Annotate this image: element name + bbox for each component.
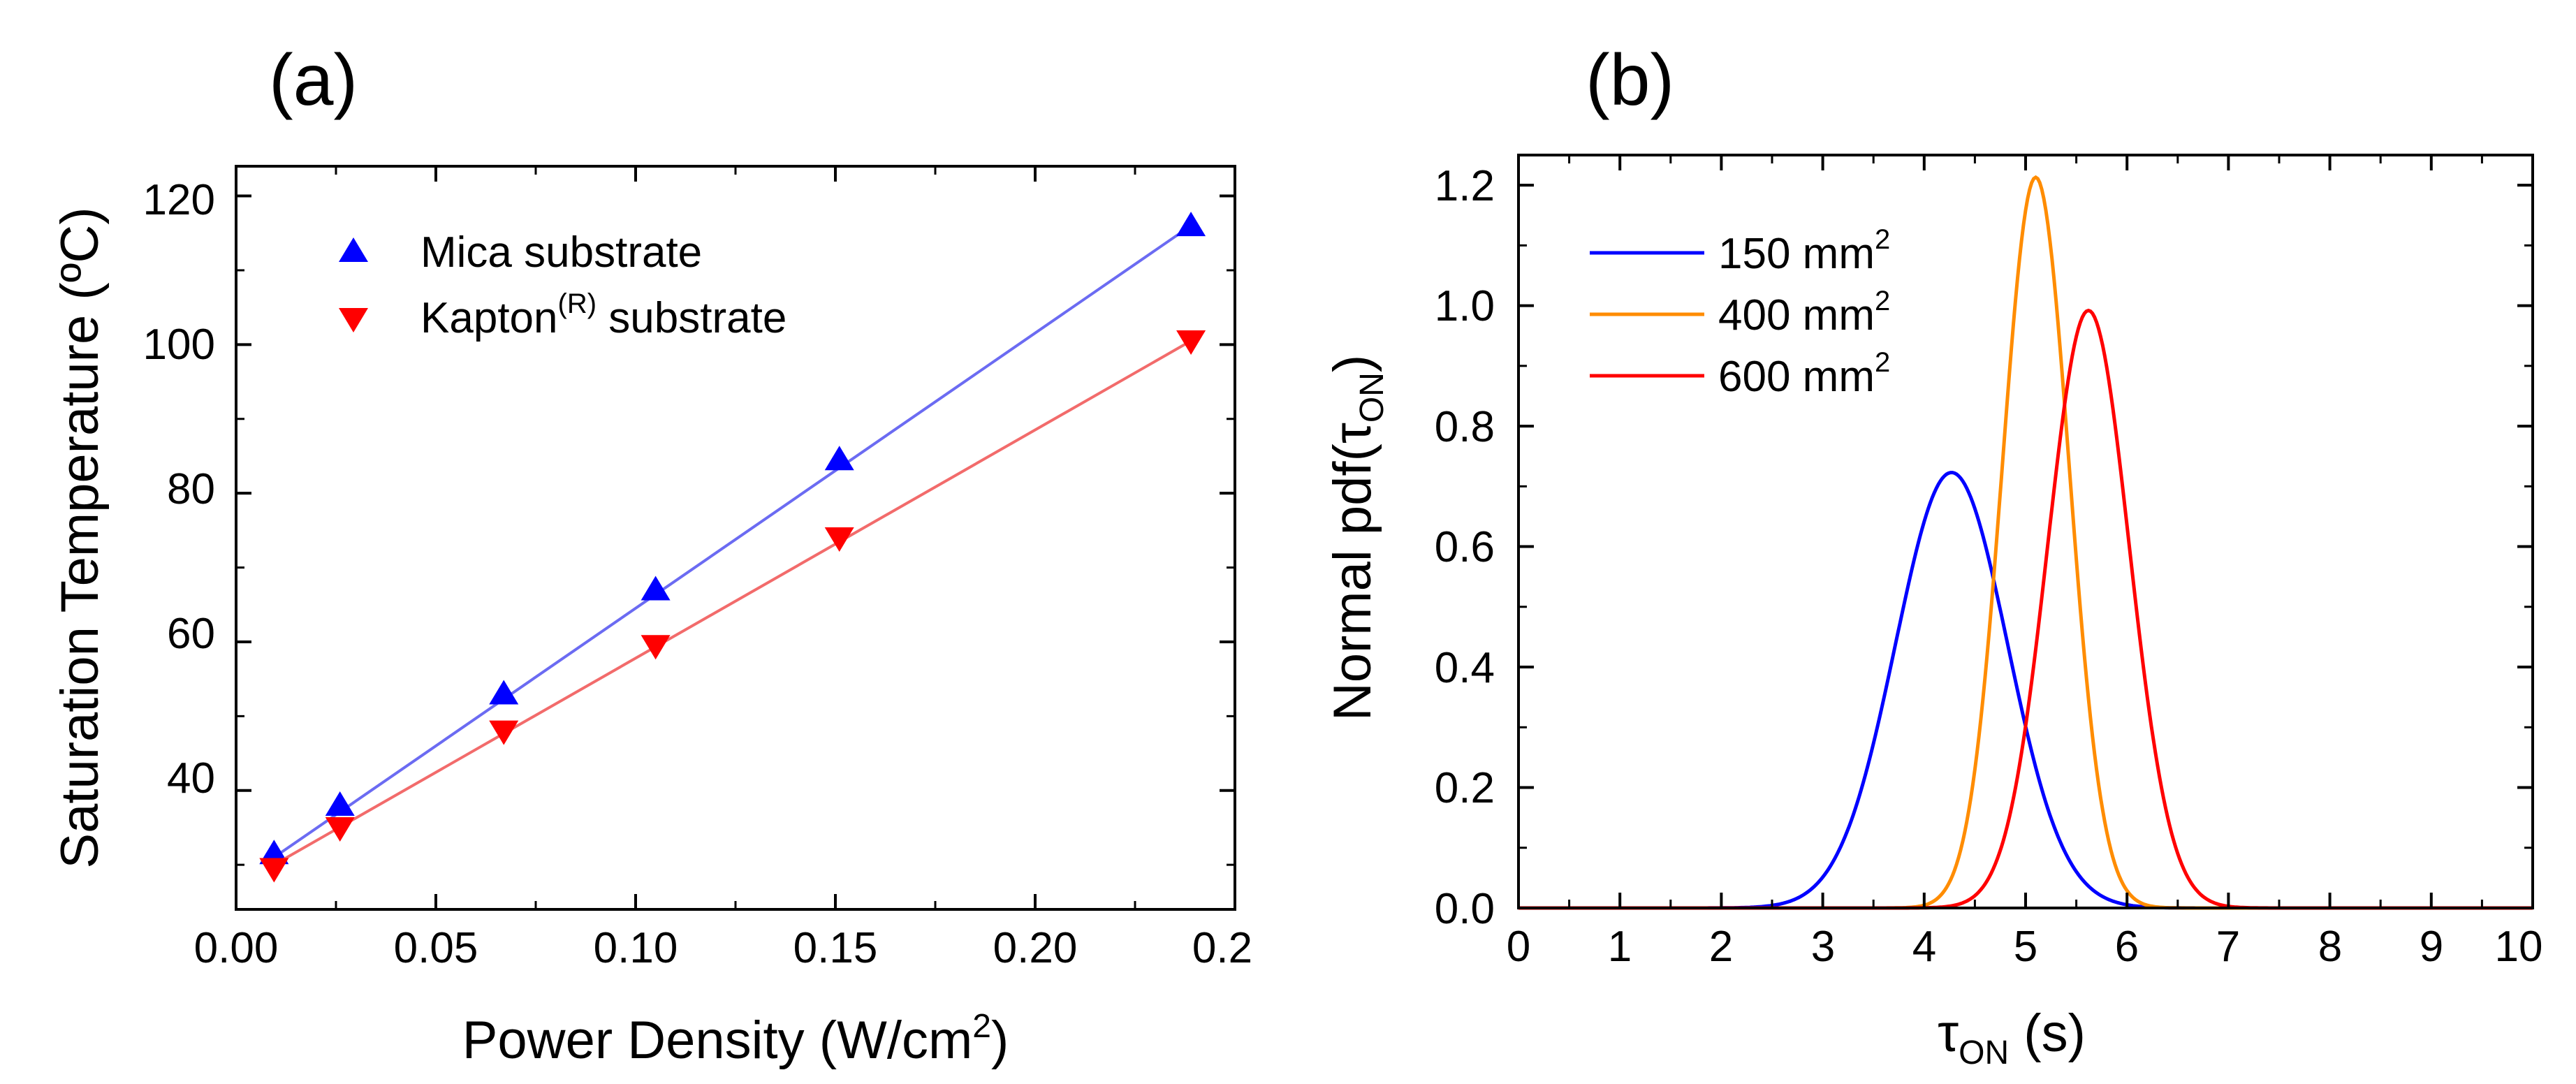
legend-mica-text: Mica substrate bbox=[420, 228, 702, 277]
panel-b-x-tick-label: 9 bbox=[2420, 923, 2443, 971]
data-point bbox=[489, 720, 519, 745]
data-point bbox=[1176, 330, 1206, 356]
panel-b-y-axis-title: Normal pdf(τON) bbox=[1323, 355, 1391, 721]
legend-600-text: 600 mm bbox=[1718, 353, 1875, 401]
panel-b-y-axis-title-sub: ON bbox=[1354, 372, 1391, 423]
panel-b-x-tick-label: 7 bbox=[2216, 923, 2240, 971]
data-point bbox=[259, 858, 289, 883]
legend-150-label: 150 mm2 bbox=[1718, 224, 1890, 278]
data-point bbox=[824, 446, 854, 471]
legend-600-sup: 2 bbox=[1875, 347, 1890, 378]
data-point bbox=[1176, 212, 1206, 237]
panel-b-x-tick-label: 2 bbox=[1709, 923, 1733, 971]
panel-a-x-tick-label: 0.10 bbox=[594, 924, 678, 972]
panel-b-y-ticks bbox=[1518, 184, 2533, 909]
legend-kapton-text-sup: (R) bbox=[558, 288, 597, 319]
data-point bbox=[325, 791, 355, 816]
panel-b-x-tick-label: 0 bbox=[1507, 923, 1530, 971]
panel-b-y-axis-title-main: Normal pdf(τ bbox=[1323, 423, 1382, 721]
panel-a-x-axis-title: Power Density (W/cm2) bbox=[462, 1008, 1009, 1070]
panel-a-x-tick-label: 0.15 bbox=[793, 924, 878, 972]
data-point bbox=[641, 576, 671, 601]
legend-400-text: 400 mm bbox=[1718, 291, 1875, 339]
panel-a-y-tick-label: 120 bbox=[143, 176, 215, 224]
data-point bbox=[259, 840, 289, 865]
panel-b-x-axis-title: τON (s) bbox=[1938, 1004, 2086, 1071]
legend-mica-marker bbox=[339, 237, 368, 262]
panel-b-y-tick-label: 0.8 bbox=[1435, 403, 1495, 451]
panel-b-y-tick-label: 1.2 bbox=[1435, 162, 1495, 210]
panel-b-x-axis-title-tail: (s) bbox=[2009, 1004, 2086, 1063]
data-point bbox=[325, 816, 355, 842]
pdf-curve bbox=[1518, 471, 2533, 910]
panel-b-label: (b) bbox=[1586, 40, 1674, 121]
data-point bbox=[824, 527, 854, 552]
panel-a-y-ticks bbox=[236, 194, 1235, 866]
data-point bbox=[641, 635, 671, 660]
legend-400-label: 400 mm2 bbox=[1718, 286, 1890, 339]
panel-a-y-tick-label: 40 bbox=[167, 754, 215, 803]
legend-600-label: 600 mm2 bbox=[1718, 347, 1890, 401]
fit-line bbox=[273, 224, 1192, 859]
data-point bbox=[489, 680, 519, 705]
panel-a-y-axis-title: Saturation Temperature (ºC) bbox=[50, 207, 110, 868]
legend-kapton-text-tail: substrate bbox=[597, 294, 786, 342]
legend-mica-label: Mica substrate bbox=[420, 228, 702, 277]
panel-a-x-tick-label: 0.20 bbox=[993, 924, 1078, 972]
panel-b-x-tick-label: 6 bbox=[2115, 923, 2139, 971]
panel-b-y-tick-label: 0.0 bbox=[1435, 885, 1495, 933]
panel-a-y-tick-labels: 40 60 80 100 120 bbox=[143, 176, 215, 803]
panel-b-x-axis-title-tau: τ bbox=[1938, 1004, 1959, 1063]
panel-b: (b) 0 1 2 3 4 5 6 7 8 9 10 0.0 0.2 0.4 0… bbox=[1323, 40, 2542, 1071]
panel-b-x-tick-label: 4 bbox=[1912, 923, 1936, 971]
panel-b-y-axis-title-close: ) bbox=[1323, 355, 1382, 372]
panel-a-x-tick-label: 0.00 bbox=[194, 924, 279, 972]
legend-kapton-label: Kapton(R) substrate bbox=[420, 288, 786, 342]
legend-150-sup: 2 bbox=[1875, 224, 1890, 255]
legend-kapton-text-main: Kapton bbox=[420, 294, 558, 342]
panel-b-y-tick-label: 0.6 bbox=[1435, 523, 1495, 571]
panel-b-legend: 150 mm2 400 mm2 600 mm2 bbox=[1590, 224, 1890, 401]
fit-line bbox=[273, 339, 1192, 866]
panel-b-y-tick-labels: 0.0 0.2 0.4 0.6 0.8 1.0 1.2 bbox=[1435, 162, 1495, 933]
legend-150-text: 150 mm bbox=[1718, 230, 1875, 278]
panel-b-x-tick-label: 3 bbox=[1811, 923, 1835, 971]
panel-a-x-tick-labels: 0.00 0.05 0.10 0.15 0.20 0.2 bbox=[194, 924, 1252, 972]
legend-kapton-marker bbox=[339, 308, 368, 332]
panel-a-x-tick-label: 0.05 bbox=[394, 924, 478, 972]
pdf-curve bbox=[1518, 175, 2533, 910]
panel-b-y-tick-label: 0.4 bbox=[1435, 644, 1495, 692]
panel-a-y-tick-label: 80 bbox=[167, 465, 215, 513]
panel-b-x-tick-label: 5 bbox=[2014, 923, 2037, 971]
mica-series bbox=[259, 212, 1206, 865]
panel-b-y-tick-label: 1.0 bbox=[1435, 282, 1495, 330]
panel-a-y-tick-label: 60 bbox=[167, 610, 215, 658]
panel-a-legend: Mica substrate Kapton(R) substrate bbox=[339, 228, 786, 342]
panel-a-x-axis-title-main: Power Density (W/cm bbox=[462, 1011, 973, 1070]
panel-b-x-tick-label: 1 bbox=[1608, 923, 1632, 971]
panel-b-curves bbox=[1518, 175, 2533, 910]
panel-a-label: (a) bbox=[269, 40, 358, 121]
legend-400-sup: 2 bbox=[1875, 286, 1890, 316]
kapton-series bbox=[259, 330, 1206, 883]
panel-a-x-axis-title-sup: 2 bbox=[972, 1008, 991, 1045]
panel-b-x-tick-label: 8 bbox=[2318, 923, 2342, 971]
panel-b-x-tick-label: 10 bbox=[2495, 923, 2543, 971]
panel-b-x-axis-title-sub: ON bbox=[1959, 1034, 2009, 1071]
panel-a-x-tick-label: 0.2 bbox=[1192, 924, 1252, 972]
panel-b-x-tick-labels: 0 1 2 3 4 5 6 7 8 9 10 bbox=[1507, 923, 2543, 971]
panel-b-x-ticks bbox=[1517, 155, 2534, 908]
panel-a-y-tick-label: 100 bbox=[143, 321, 215, 369]
panel-a-x-ticks bbox=[235, 166, 1236, 909]
panel-b-plot-frame bbox=[1517, 154, 2534, 909]
panel-a-x-axis-title-close: ) bbox=[991, 1011, 1009, 1070]
panel-b-y-tick-label: 0.2 bbox=[1435, 764, 1495, 812]
pdf-curve bbox=[1518, 308, 2533, 910]
panel-a: (a) 0.00 0.05 0.10 0.15 0.20 0.2 40 60 8… bbox=[50, 40, 1252, 1070]
